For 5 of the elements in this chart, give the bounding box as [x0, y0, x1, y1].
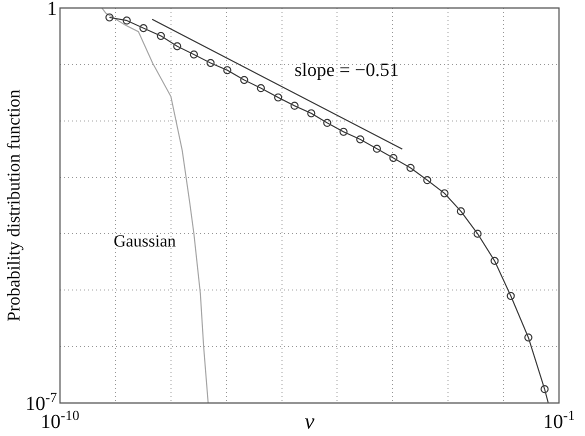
- series-label: Gaussian: [114, 232, 176, 251]
- y-axis-title: Probability distribution function: [4, 90, 24, 322]
- x-axis-title: ν: [304, 408, 315, 434]
- y-tick-label: 1: [47, 0, 57, 20]
- annotation: slope = −0.51: [294, 60, 399, 82]
